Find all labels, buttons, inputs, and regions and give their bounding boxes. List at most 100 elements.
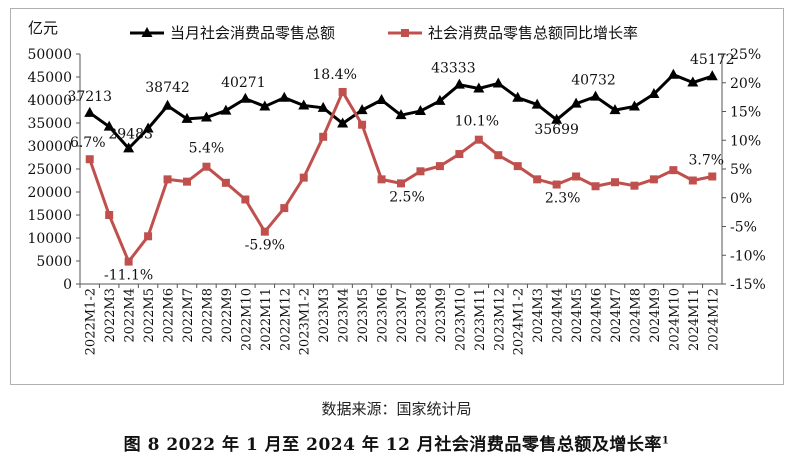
series-1-point — [85, 155, 94, 164]
data-label-0: 45172 — [690, 52, 735, 68]
x-tick-label: 2022M4 — [123, 288, 138, 343]
series-0-point — [512, 91, 524, 102]
series-0-point — [123, 142, 135, 153]
x-tick-label: 2023M6 — [376, 288, 391, 343]
x-tick-label: 2024M4 — [551, 288, 566, 343]
series-0-point — [492, 77, 504, 88]
left-tick-label: 30000 — [27, 139, 72, 155]
x-tick-label: 2023M9 — [434, 288, 449, 343]
series-1-point — [144, 232, 153, 241]
data-label-1: 3.7% — [688, 152, 724, 168]
series-1-point — [299, 173, 308, 182]
series-0-point — [453, 78, 465, 89]
data-label-0: 37213 — [67, 89, 112, 105]
series-1-point — [124, 257, 133, 266]
right-tick-label: 20% — [730, 76, 761, 92]
data-label-0: 40271 — [221, 75, 266, 91]
data-label-1: 2.3% — [545, 191, 581, 207]
right-tick-label: -5% — [730, 220, 757, 236]
series-1-point — [474, 135, 483, 144]
left-tick-label: 45000 — [27, 70, 72, 86]
legend-label-1: 社会消费品零售总额同比增长率 — [428, 24, 638, 42]
series-1-point — [630, 181, 639, 190]
series-0-point — [609, 104, 621, 115]
series-0-point — [551, 113, 563, 124]
series-0-point — [706, 70, 718, 81]
legend-marker-0 — [141, 27, 153, 37]
right-tick-label: 25% — [730, 47, 761, 63]
series-1-point — [591, 182, 600, 191]
x-tick-label: 2024M12 — [706, 288, 721, 351]
data-label-0: 38742 — [145, 80, 190, 96]
left-tick-label: 15000 — [27, 208, 72, 224]
series-1-point — [358, 120, 367, 129]
series-0-point — [200, 111, 212, 122]
left-tick-label: 25000 — [27, 162, 72, 178]
series-0-point — [181, 112, 193, 123]
legend-label-0: 当月社会消费品零售总额 — [170, 24, 335, 42]
x-tick-label: 2024M11 — [687, 288, 702, 351]
series-1-point — [416, 167, 425, 176]
series-1-point — [455, 150, 464, 159]
series-0-point — [414, 105, 426, 116]
caption-footnote-mark: 1 — [661, 435, 670, 447]
series-1-point — [494, 151, 503, 160]
left-tick-label: 10000 — [27, 231, 72, 247]
series-1-point — [611, 178, 619, 187]
series-0-point — [628, 100, 640, 111]
series-0-point — [239, 92, 251, 103]
data-label-1: 5.4% — [189, 141, 225, 157]
x-tick-label: 2024M6 — [590, 288, 605, 343]
series-1-point — [669, 166, 678, 175]
left-tick-label: 50000 — [27, 47, 72, 63]
x-tick-label: 2023M11 — [473, 288, 488, 351]
series-1-point — [338, 87, 347, 96]
x-tick-label: 2024M1-2 — [512, 288, 527, 355]
series-1-point — [435, 162, 444, 171]
series-0-point — [259, 100, 271, 111]
series-0-point — [103, 120, 115, 131]
series-1-point — [708, 172, 717, 181]
data-label-0: 35699 — [534, 122, 579, 138]
series-1-point — [319, 132, 328, 141]
x-tick-label: 2022M11 — [259, 288, 274, 351]
series-0-point — [648, 88, 660, 99]
series-0-point — [278, 91, 290, 102]
series-0-point — [162, 99, 174, 110]
source-note: 数据来源：国家统计局 — [321, 400, 472, 418]
x-tick-label: 2022M1-2 — [84, 288, 99, 355]
left-tick-label: 5000 — [36, 254, 72, 270]
series-1-point — [533, 175, 542, 184]
series-0-point — [317, 101, 329, 112]
chart-border — [10, 8, 784, 385]
caption-text: 图 8 2022 年 1 月至 2024 年 12 月社会消费品零售总额及增长率 — [123, 435, 662, 455]
x-tick-label: 2023M5 — [356, 288, 371, 343]
series-1-point — [377, 175, 386, 184]
data-label-1: -11.1% — [104, 268, 153, 284]
series-1-point — [241, 195, 250, 204]
data-label-0: 43333 — [431, 61, 476, 77]
right-tick-label: -10% — [730, 248, 766, 264]
series-0-point — [356, 104, 368, 115]
series-0-point — [84, 106, 96, 117]
series-0-point — [570, 97, 582, 108]
x-tick-label: 2022M5 — [142, 288, 157, 343]
series-0-point — [434, 94, 446, 105]
x-tick-label: 2023M12 — [492, 288, 507, 351]
data-label-1: 10.1% — [455, 114, 499, 130]
series-0-point — [376, 94, 388, 104]
series-1-point — [513, 162, 522, 171]
x-tick-label: 2022M3 — [103, 288, 118, 343]
x-tick-label: 2024M10 — [667, 288, 682, 351]
left-axis-unit: 亿元 — [28, 19, 58, 37]
data-label-0: 29483 — [108, 126, 153, 142]
series-1-point — [688, 176, 697, 185]
x-tick-label: 2022M10 — [239, 288, 254, 351]
series-0-point — [220, 104, 232, 115]
x-tick-label: 2024M9 — [648, 288, 663, 343]
right-tick-label: 0% — [730, 191, 752, 207]
x-tick-label: 2024M8 — [628, 288, 643, 343]
right-tick-label: -15% — [730, 277, 766, 293]
series-0-point — [395, 109, 407, 120]
